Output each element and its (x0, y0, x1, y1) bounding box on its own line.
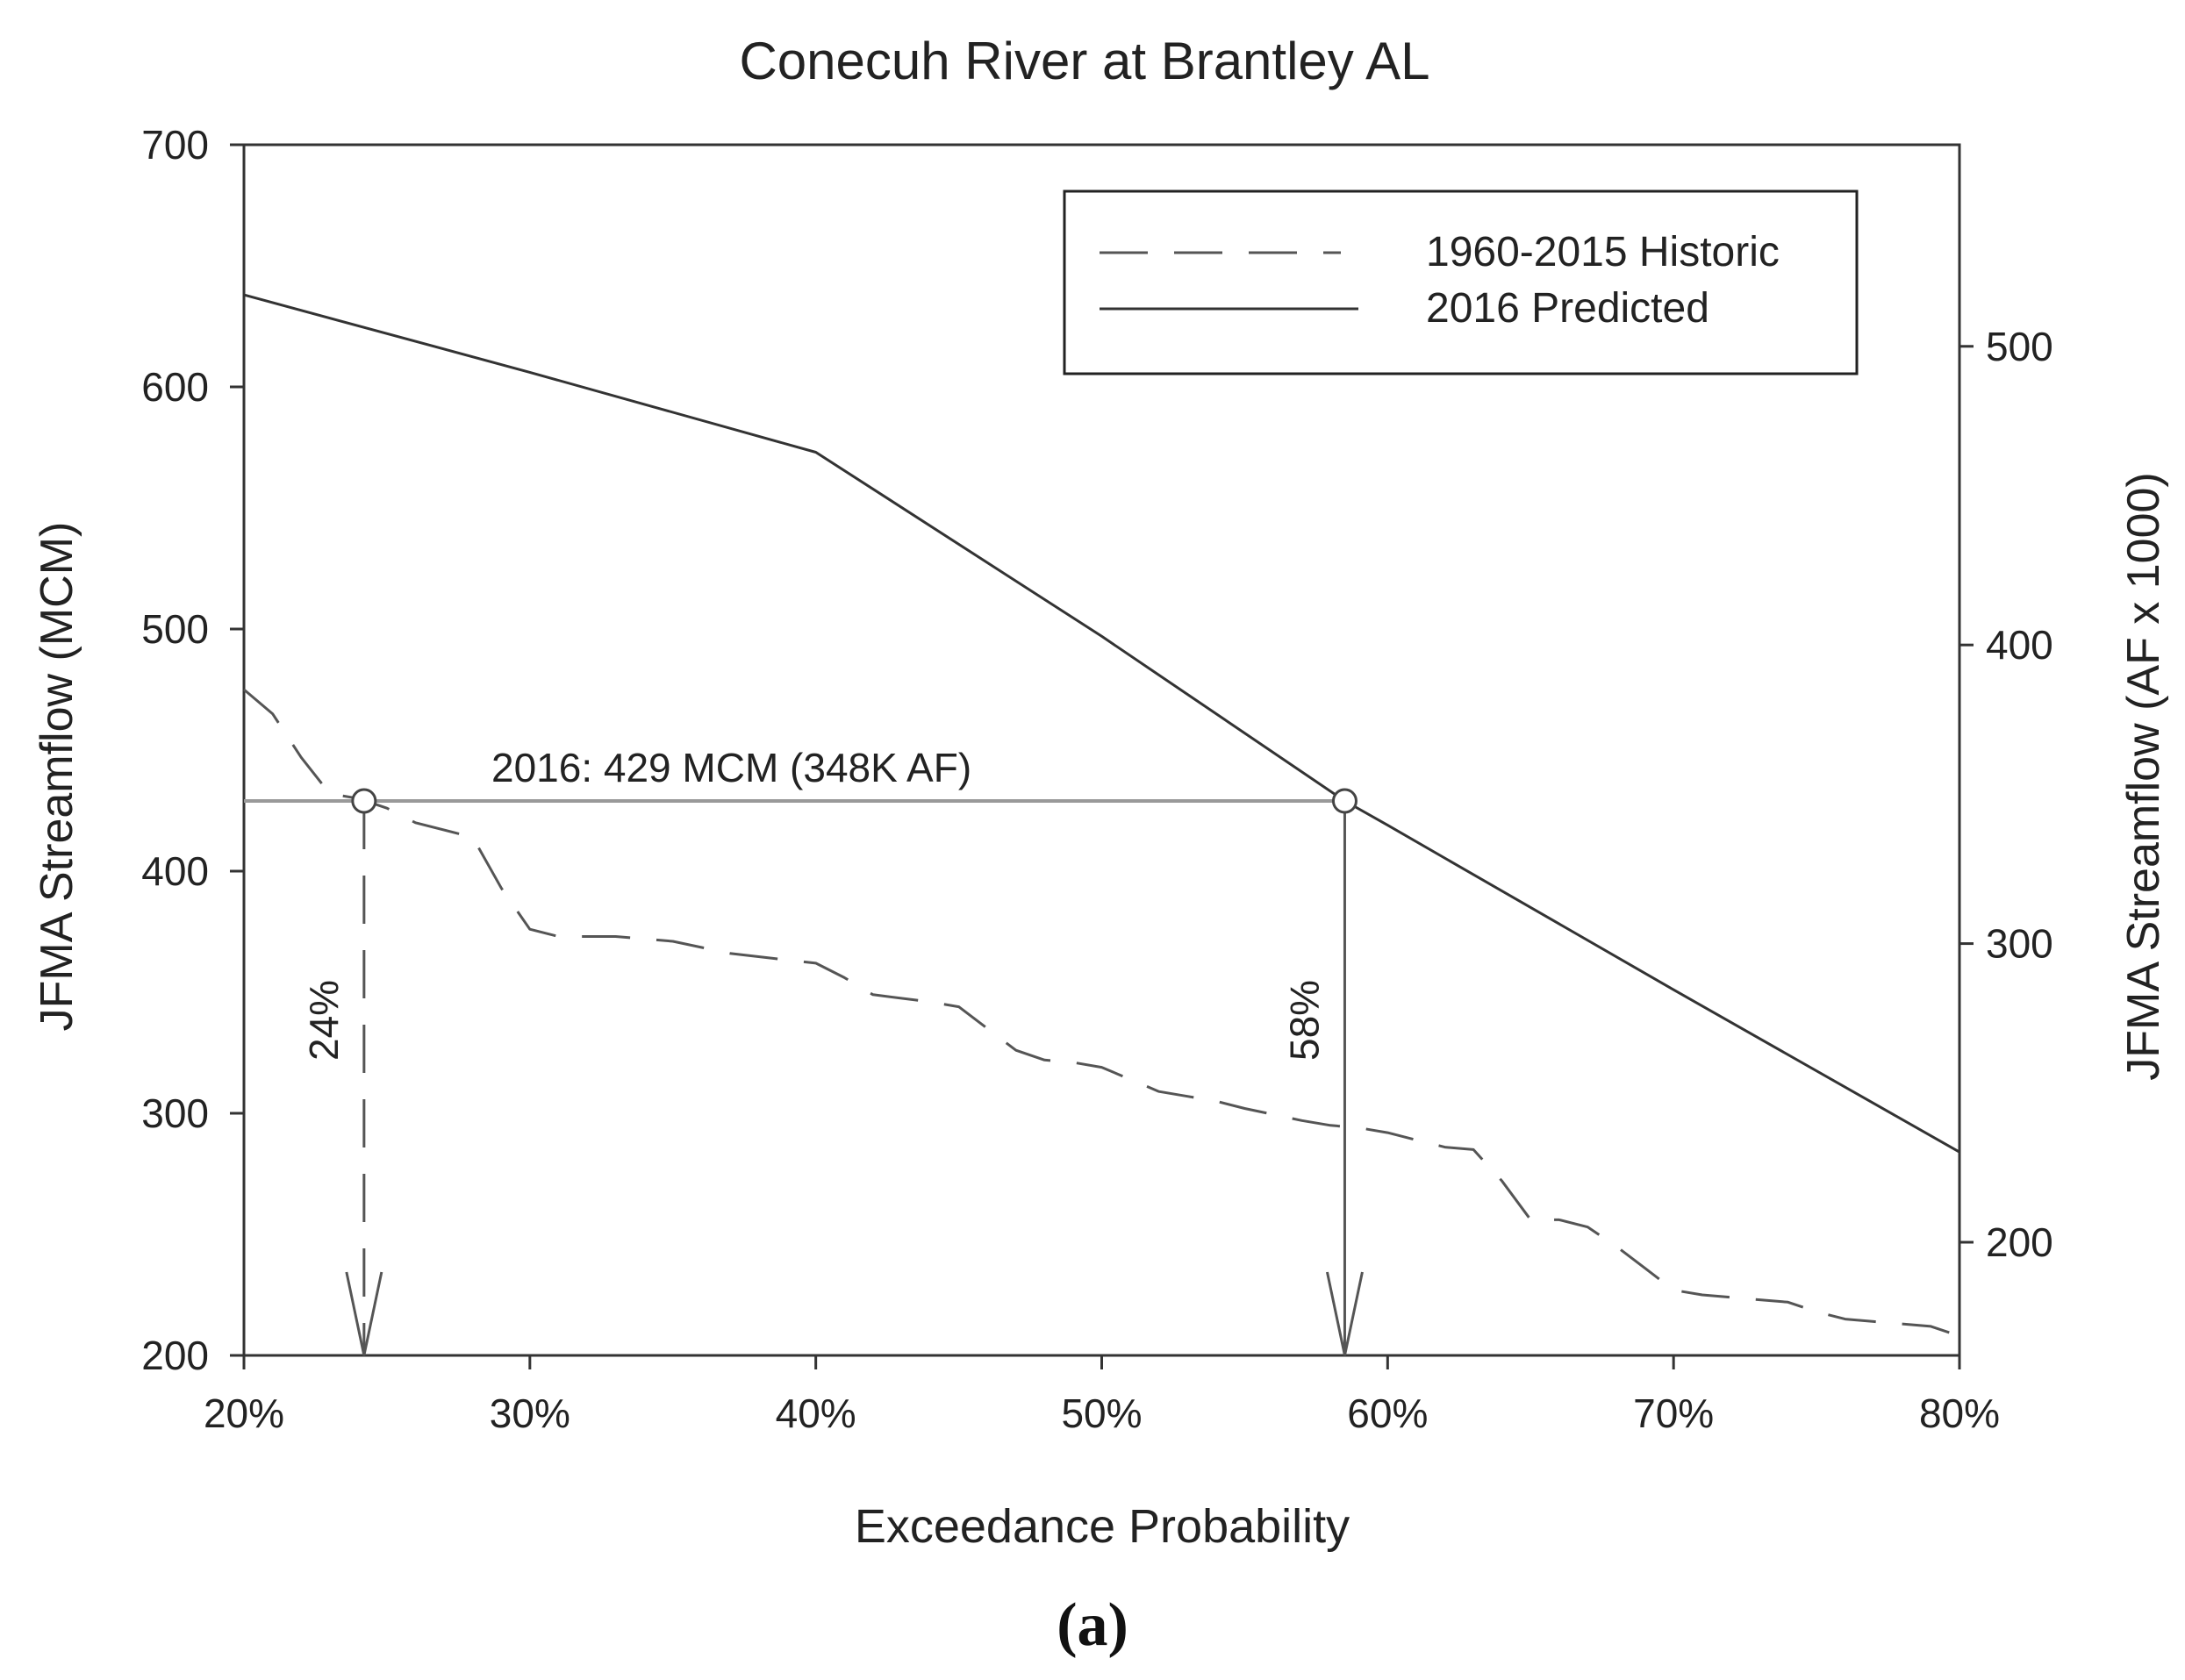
y-axis-right: 200 300 400 500 (1959, 324, 2053, 1265)
panel-label: (a) (1057, 1591, 1128, 1659)
legend-box (1063, 189, 1859, 375)
historic-series-line (243, 688, 1960, 1338)
intersection-marker-1 (351, 788, 377, 814)
predicted-series-line (243, 293, 1960, 1154)
x-tick-label: 60% (1347, 1390, 1428, 1436)
y-axis-left: 200 300 400 500 600 700 (141, 122, 244, 1378)
y-tick-label: 600 (141, 364, 209, 410)
x-tick-label: 30% (490, 1390, 570, 1436)
y-tick-label: 300 (141, 1090, 209, 1136)
y-tick-label: 700 (141, 122, 209, 168)
arrow-head-2 (1325, 1271, 1364, 1356)
probability-label-2: 58% (1281, 980, 1327, 1061)
legend-label-predicted: 2016 Predicted (1426, 285, 1709, 332)
annotation-layer: 2016: 429 MCM (348K AF) 24% 58% (244, 745, 1364, 1356)
y-tick-label: 200 (141, 1333, 209, 1378)
x-tick-label: 20% (204, 1390, 284, 1436)
reference-line-label: 2016: 429 MCM (348K AF) (491, 745, 971, 790)
x-axis: 20% 30% 40% 50% 60% 70% 80% (204, 1355, 2000, 1436)
y2-axis-label: JFMA Streamflow (AF x 1000) (2118, 472, 2169, 1081)
y2-tick-label: 200 (1986, 1219, 2053, 1265)
intersection-marker-2 (1331, 788, 1358, 814)
series-layer (243, 293, 1960, 1338)
legend-label-historic: 1960-2015 Historic (1426, 229, 1780, 275)
x-axis-label: Exceedance Probability (855, 1500, 1350, 1553)
x-tick-label: 80% (1919, 1390, 2000, 1436)
y-tick-label: 400 (141, 848, 209, 894)
x-tick-label: 40% (776, 1390, 856, 1436)
y2-tick-label: 400 (1986, 622, 2053, 668)
y-axis-label: JFMA Streamflow (MCM) (32, 522, 82, 1032)
chart-title: Conecuh River at Brantley AL (739, 32, 1429, 90)
arrow-head-1 (345, 1271, 383, 1356)
y-tick-label: 500 (141, 606, 209, 652)
probability-label-1: 24% (301, 980, 347, 1061)
x-tick-label: 50% (1061, 1390, 1142, 1436)
legend: 1960-2015 Historic 2016 Predicted (1063, 189, 1859, 375)
y2-tick-label: 300 (1986, 921, 2053, 967)
y2-tick-label: 500 (1986, 324, 2053, 369)
x-tick-label: 70% (1633, 1390, 1714, 1436)
